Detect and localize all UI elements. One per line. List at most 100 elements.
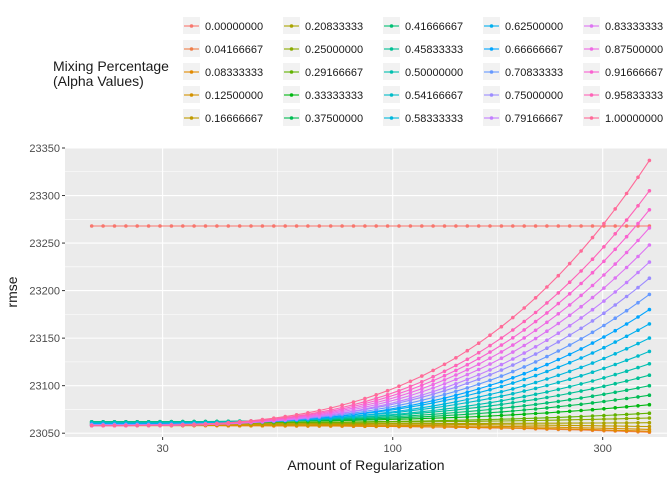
series-line <box>91 323 650 425</box>
series-point <box>522 328 526 332</box>
series-point <box>647 276 652 281</box>
series-point <box>499 362 504 367</box>
legend-key-point <box>289 24 294 28</box>
legend-label: 0.95833333 <box>605 90 663 102</box>
series-point <box>465 357 470 362</box>
series-point <box>488 407 492 412</box>
legend-key-point <box>589 24 594 28</box>
series-point <box>476 402 481 407</box>
series-point <box>624 322 629 326</box>
series-point <box>465 393 470 398</box>
series-point <box>294 224 299 228</box>
legend-item: 0.12500000 <box>183 86 263 103</box>
series-point <box>567 384 572 389</box>
series-point <box>602 413 606 418</box>
legend-label: 0.54166667 <box>405 90 463 102</box>
series-point <box>647 402 652 407</box>
legend-label: 0.70833333 <box>505 67 563 79</box>
series-point <box>488 373 492 377</box>
series-point <box>169 423 174 427</box>
series-point <box>602 417 606 421</box>
series-point <box>636 424 640 429</box>
series-point <box>488 224 492 228</box>
series-point <box>533 310 538 315</box>
series-point <box>556 387 561 392</box>
series-point <box>579 382 583 386</box>
series-point <box>545 421 549 426</box>
series-point <box>454 405 458 410</box>
series-point <box>613 224 617 228</box>
series-point <box>636 354 640 358</box>
series-point <box>545 301 549 305</box>
series-point <box>522 404 526 408</box>
series-point <box>636 365 640 370</box>
series-point <box>488 392 492 397</box>
series-point <box>522 357 526 362</box>
series-point <box>613 426 617 431</box>
series-point <box>112 224 117 228</box>
series-point <box>101 224 105 228</box>
series-point <box>442 224 447 228</box>
series-point <box>181 224 185 228</box>
series-point <box>351 402 356 407</box>
series-point <box>454 363 458 368</box>
series-point <box>590 270 595 275</box>
series-point <box>522 416 526 421</box>
series-point <box>624 421 629 425</box>
series-point <box>647 260 652 264</box>
series-point <box>590 351 595 355</box>
series-point <box>647 393 652 398</box>
series-point <box>636 300 640 305</box>
series-point <box>636 395 640 399</box>
series-point <box>454 418 458 423</box>
series-point <box>488 383 492 388</box>
legend-label: 1.00000000 <box>605 113 663 125</box>
series-point <box>556 301 561 306</box>
legend-key-point <box>489 24 494 28</box>
series-point <box>124 423 128 428</box>
series-point <box>454 356 458 360</box>
series-point <box>454 400 458 404</box>
series-point <box>579 326 583 331</box>
series-point <box>101 423 105 428</box>
series-point <box>613 316 617 321</box>
series-point <box>431 224 435 228</box>
series-24 <box>89 158 652 428</box>
series-point <box>385 395 390 400</box>
series-point <box>556 365 561 370</box>
series-point <box>397 391 401 396</box>
legend-item: 0.41666667 <box>383 17 463 34</box>
series-point <box>545 320 549 325</box>
series-point <box>511 350 515 354</box>
legend-label: 0.87500000 <box>605 44 663 56</box>
series-point <box>317 408 322 413</box>
series-point <box>545 354 549 359</box>
series-point <box>647 336 652 340</box>
series-point <box>499 413 504 418</box>
grid-layer <box>65 147 667 437</box>
legend-key-point <box>289 116 294 120</box>
legend-label: 0.20833333 <box>305 21 363 33</box>
series-point <box>420 224 424 228</box>
y-tick-label: 23100 <box>29 381 60 393</box>
series-point <box>363 399 367 404</box>
series-point <box>328 224 333 228</box>
series-point <box>351 400 356 404</box>
series-point <box>465 372 470 377</box>
legend-item: 0.62500000 <box>483 17 563 34</box>
series-point <box>636 285 640 290</box>
series-point <box>624 369 629 374</box>
series-point <box>237 420 242 424</box>
series-point <box>385 224 390 228</box>
series-point <box>260 417 265 422</box>
series-point <box>647 208 652 212</box>
series-point <box>545 401 549 405</box>
series-point <box>408 403 413 408</box>
legend-item: 0.04166667 <box>183 40 263 57</box>
series-point <box>567 352 572 357</box>
series-point <box>636 254 640 259</box>
series-point <box>488 414 492 418</box>
series-point <box>636 341 640 346</box>
series-point <box>613 247 617 252</box>
